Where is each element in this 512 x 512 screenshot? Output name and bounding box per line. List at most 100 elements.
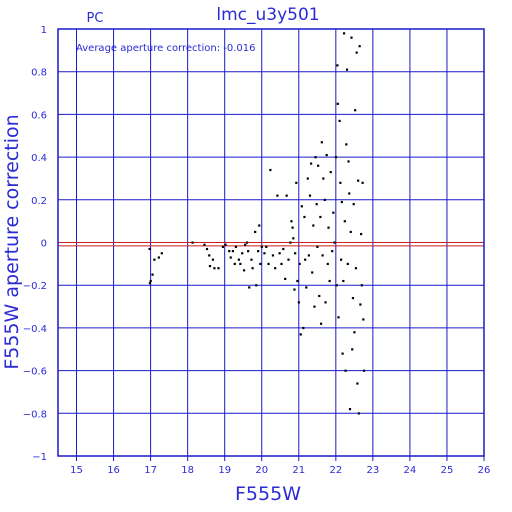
data-point [278, 252, 281, 255]
data-point [318, 294, 321, 298]
data-point [271, 254, 275, 257]
data-point [299, 333, 302, 336]
data-point [298, 262, 301, 266]
data-point [308, 194, 312, 197]
data-point [321, 254, 324, 257]
data-point [276, 194, 279, 197]
corner-label: PC [87, 11, 104, 26]
y-tick-label: 0.4 [31, 153, 47, 164]
data-point [338, 119, 341, 123]
data-point [312, 224, 315, 227]
data-point [350, 36, 353, 39]
data-point [247, 250, 250, 253]
data-point [302, 326, 305, 330]
data-point [335, 284, 338, 287]
data-point [291, 226, 294, 229]
data-point [327, 226, 330, 229]
y-tick-label: 0.6 [31, 110, 47, 121]
data-point [157, 256, 160, 259]
x-tick-label: 22 [329, 465, 342, 476]
data-point [333, 241, 336, 244]
data-point [217, 267, 220, 270]
data-point [359, 303, 362, 306]
data-point [355, 51, 358, 54]
x-tick-label: 20 [255, 465, 268, 476]
chart-title: lmc_u3y501 [216, 5, 319, 25]
y-axis-label: F555W aperture correction [1, 114, 23, 369]
data-point [343, 220, 346, 223]
data-point [211, 258, 215, 261]
data-point [328, 279, 331, 283]
x-tick-label: 17 [144, 465, 157, 476]
data-point [357, 412, 360, 415]
data-point [356, 382, 359, 385]
data-point [305, 286, 308, 289]
data-point [360, 232, 363, 236]
data-point [315, 203, 318, 206]
data-point [340, 258, 343, 261]
data-point [303, 215, 306, 219]
data-point [296, 279, 299, 283]
data-point [320, 141, 323, 144]
data-point [294, 252, 297, 255]
y-tick-label: 1 [41, 25, 47, 36]
data-point [263, 252, 266, 255]
data-point [347, 160, 350, 163]
data-point [153, 258, 156, 261]
data-point [260, 245, 263, 248]
data-point [285, 194, 288, 197]
data-point [251, 267, 254, 270]
data-point [269, 168, 272, 172]
y-tick-label: 0.2 [31, 196, 47, 207]
data-point [239, 262, 242, 266]
data-point [324, 301, 327, 304]
data-point [231, 250, 235, 253]
data-point [284, 277, 287, 280]
data-point [316, 245, 319, 248]
data-point [331, 250, 334, 253]
data-point [339, 181, 342, 184]
data-point [237, 258, 240, 261]
data-point [213, 267, 216, 270]
data-point [337, 316, 340, 319]
data-point [319, 215, 322, 219]
data-point [360, 284, 363, 287]
data-point [229, 256, 232, 259]
data-point [267, 262, 270, 266]
data-point [345, 68, 349, 71]
x-tick-label: 18 [181, 465, 194, 476]
y-tick-label: 0.8 [31, 68, 47, 79]
data-point [362, 318, 365, 321]
x-tick-label: 23 [367, 465, 380, 476]
data-point [348, 192, 351, 195]
data-point [293, 288, 296, 291]
data-point [317, 164, 320, 167]
data-point [208, 254, 211, 257]
data-point [245, 241, 249, 244]
x-tick-label: 16 [107, 465, 120, 476]
data-point [351, 348, 354, 351]
data-point [349, 230, 352, 234]
data-point [242, 269, 246, 272]
x-tick-label: 19 [218, 465, 231, 476]
data-point [340, 200, 343, 204]
data-point [250, 258, 253, 261]
reference-lines [58, 242, 484, 247]
x-tick-label: 21 [292, 465, 305, 476]
data-point [332, 211, 335, 214]
data-point [203, 243, 206, 246]
data-point [342, 32, 346, 35]
data-point [265, 245, 268, 248]
data-point [348, 408, 352, 411]
data-point [234, 245, 238, 248]
data-point [300, 205, 303, 208]
data-point [160, 252, 163, 255]
y-tick-label: −0.8 [23, 409, 47, 420]
data-point [228, 250, 231, 253]
data-point [306, 177, 309, 180]
data-point [345, 143, 348, 146]
data-point [151, 273, 154, 276]
data-point [257, 250, 260, 253]
data-point [329, 171, 332, 174]
y-tick-label: 0 [41, 239, 47, 250]
